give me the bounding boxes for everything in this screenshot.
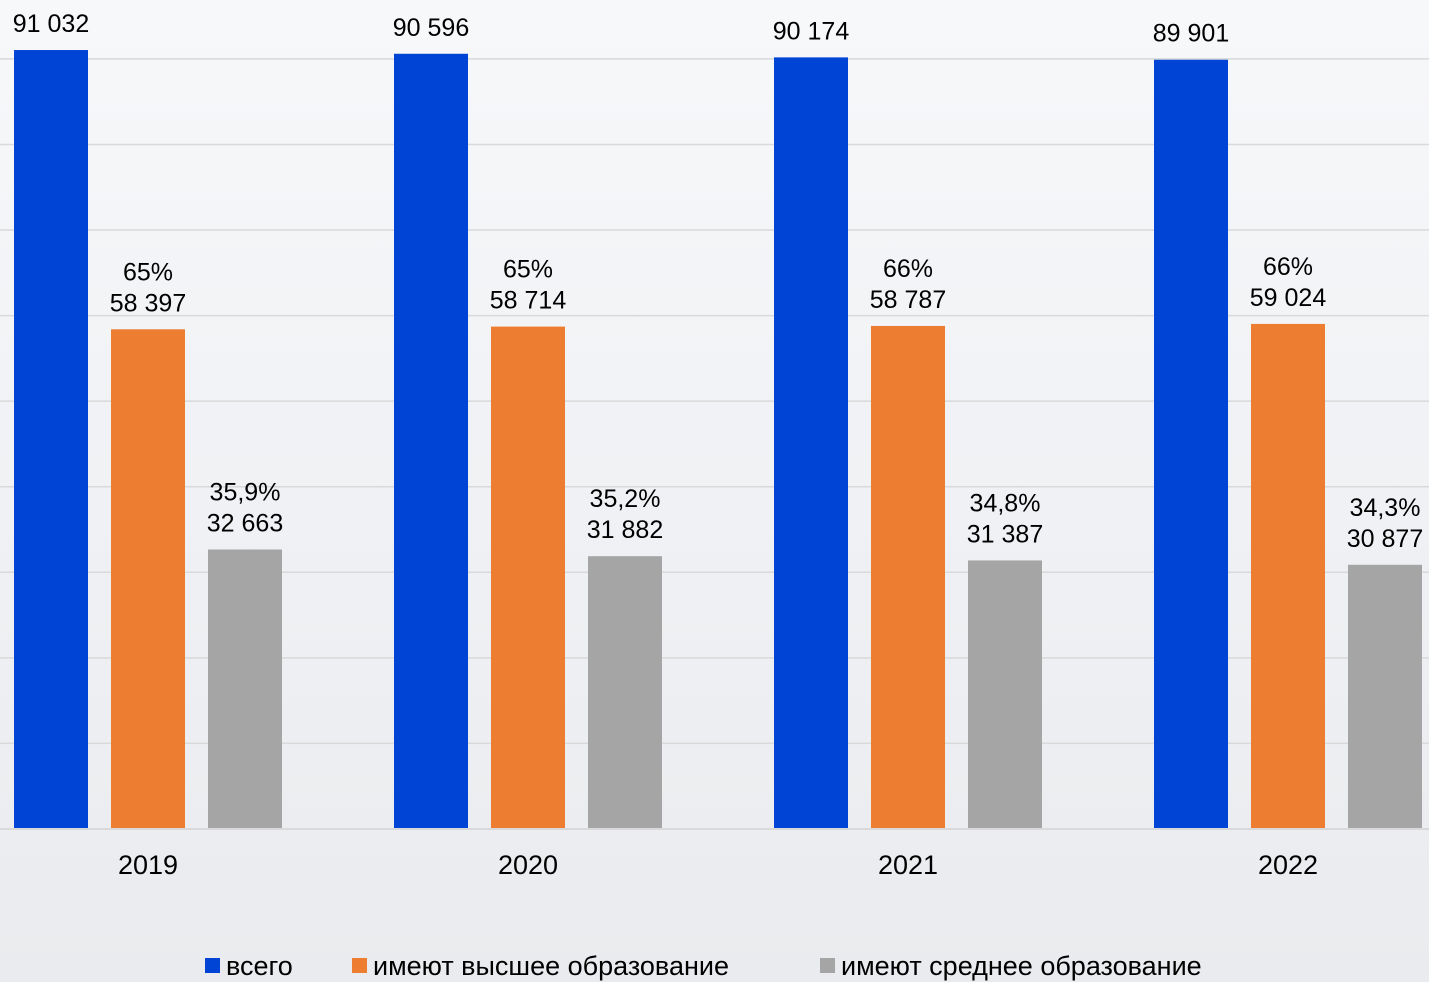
legend-swatch bbox=[205, 958, 220, 973]
bar-3-2020 bbox=[588, 556, 662, 829]
data-label-value: 90 174 bbox=[773, 17, 850, 45]
data-label-value: 91 032 bbox=[13, 10, 89, 38]
bars bbox=[14, 50, 1422, 830]
x-tick-label: 2022 bbox=[1258, 850, 1318, 880]
x-axis-tick-labels: 2019 2020 2021 2022 bbox=[118, 850, 1318, 880]
bar-2-2019 bbox=[111, 329, 185, 829]
bar-1-2019 bbox=[14, 50, 88, 829]
bar-1-2021 bbox=[774, 57, 848, 829]
data-label-percent: 65% bbox=[503, 256, 553, 284]
data-label-percent: 34,8% bbox=[970, 489, 1041, 517]
bar-3-2019 bbox=[208, 549, 282, 829]
x-tick-label: 2021 bbox=[878, 850, 938, 880]
legend-swatch bbox=[820, 958, 835, 973]
data-label-value: 59 024 bbox=[1250, 284, 1327, 312]
x-tick-label: 2019 bbox=[118, 850, 178, 880]
data-label-value: 90 596 bbox=[393, 14, 469, 42]
bar-2-2021 bbox=[871, 325, 945, 829]
bar-1-2022 bbox=[1154, 59, 1228, 829]
bar-2-2020 bbox=[491, 326, 565, 829]
bar-1-2020 bbox=[394, 53, 468, 830]
legend-label: имеют высшее образование bbox=[373, 951, 729, 981]
legend-label: имеют среднее образование bbox=[841, 951, 1202, 981]
data-label-value: 31 387 bbox=[967, 520, 1043, 548]
data-label-value: 32 663 bbox=[207, 510, 283, 538]
data-label-percent: 65% bbox=[123, 258, 173, 286]
bar-3-2021 bbox=[968, 560, 1042, 829]
data-label-percent: 66% bbox=[883, 255, 933, 283]
legend-swatch bbox=[352, 958, 367, 973]
data-label-value: 89 901 bbox=[1153, 20, 1229, 48]
data-labels: 91 032 58 397 65% 32 663 35,9% 90 596 58 714 65… bbox=[13, 10, 1423, 553]
data-label-value: 58 787 bbox=[870, 286, 946, 314]
data-label-percent: 66% bbox=[1263, 253, 1313, 281]
data-label-percent: 35,9% bbox=[210, 479, 281, 507]
data-label-value: 30 877 bbox=[1347, 525, 1423, 553]
data-label-value: 58 397 bbox=[110, 289, 186, 317]
bar-2-2022 bbox=[1251, 323, 1325, 829]
legend: всего имеют высшее образование имеют средн… bbox=[205, 951, 1202, 981]
legend-label: всего bbox=[226, 951, 293, 981]
data-label-value: 58 714 bbox=[490, 287, 567, 315]
data-label-value: 31 882 bbox=[587, 516, 663, 544]
data-label-percent: 35,2% bbox=[590, 485, 661, 513]
bar-3-2022 bbox=[1348, 564, 1422, 829]
x-tick-label: 2020 bbox=[498, 850, 558, 880]
data-label-percent: 34,3% bbox=[1350, 494, 1421, 522]
